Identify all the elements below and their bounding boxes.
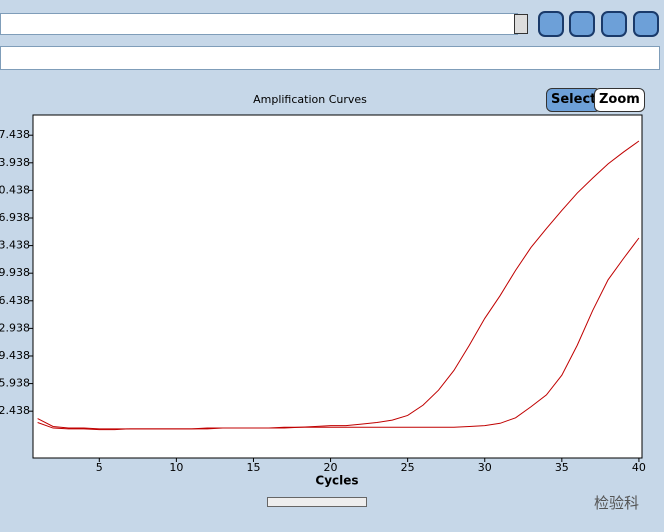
dropdown-arrow[interactable] xyxy=(514,14,528,34)
curve xyxy=(37,237,640,430)
y-tick-label: 30.438 xyxy=(0,183,30,196)
y-tick-label: 5.938 xyxy=(0,377,30,390)
x-tick-label: 15 xyxy=(246,461,260,474)
y-tick-label: 26.938 xyxy=(0,211,30,224)
x-tick-label: 40 xyxy=(632,461,646,474)
text-field[interactable] xyxy=(0,46,660,70)
x-tick-label: 35 xyxy=(555,461,569,474)
edit-button[interactable] xyxy=(633,11,659,37)
y-tick-label: 23.438 xyxy=(0,239,30,252)
x-tick-label: 25 xyxy=(401,461,415,474)
x-tick-label: 20 xyxy=(324,461,338,474)
x-axis-label: Cycles xyxy=(315,474,358,488)
x-tick-label: 5 xyxy=(96,461,103,474)
x-tick-label: 10 xyxy=(169,461,183,474)
y-tick-label: 19.938 xyxy=(0,266,30,279)
y-tick-label: 9.438 xyxy=(0,349,30,362)
y-tick-label: 37.438 xyxy=(0,128,30,141)
y-tick-label: 16.438 xyxy=(0,294,30,307)
plot-area xyxy=(32,114,643,459)
y-tick-label: 12.938 xyxy=(0,321,30,334)
chart-title: Amplification Curves xyxy=(253,93,367,106)
watermark: 检验科 xyxy=(594,494,640,512)
tree-button[interactable] xyxy=(538,11,564,37)
x-tick-label: 30 xyxy=(478,461,492,474)
y-tick-label: 2.438 xyxy=(0,404,30,417)
zoom-out-button[interactable] xyxy=(601,11,627,37)
zoom-button[interactable]: Zoom xyxy=(594,88,645,112)
scroll-control[interactable] xyxy=(267,497,367,507)
zoom-in-button[interactable] xyxy=(569,11,595,37)
select-button[interactable]: Select xyxy=(546,88,602,112)
y-tick-label: 33.938 xyxy=(0,156,30,169)
